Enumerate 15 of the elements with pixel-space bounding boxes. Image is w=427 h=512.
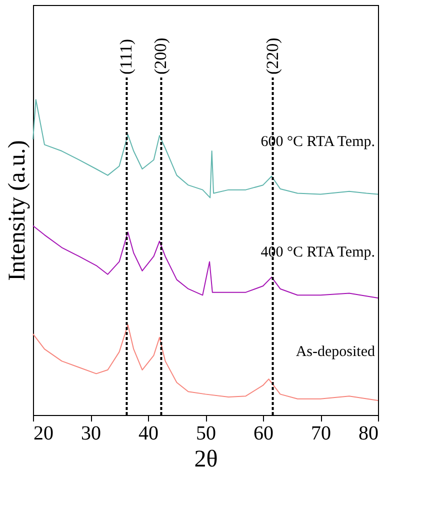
series-label: 600 °C RTA Temp. <box>260 134 375 150</box>
x-tick-label: 80 <box>358 422 378 444</box>
text: (200) <box>151 38 170 75</box>
x-tick-label: 50 <box>196 422 216 444</box>
series-label: 400 °C RTA Temp. <box>260 244 375 261</box>
x-tick-label: 40 <box>138 422 158 444</box>
text: (111) <box>116 38 136 75</box>
x-axis-title: 2θ <box>194 446 218 472</box>
x-tick-label: 20 <box>34 422 54 444</box>
text: As-deposited <box>296 344 376 360</box>
text: (220) <box>262 38 282 75</box>
x-tick-label: 30 <box>81 422 101 444</box>
x-tick-label: 60 <box>254 422 274 444</box>
x-tick-label: 70 <box>311 422 331 444</box>
y-axis-title: Intensity (a.u.) <box>4 140 30 281</box>
